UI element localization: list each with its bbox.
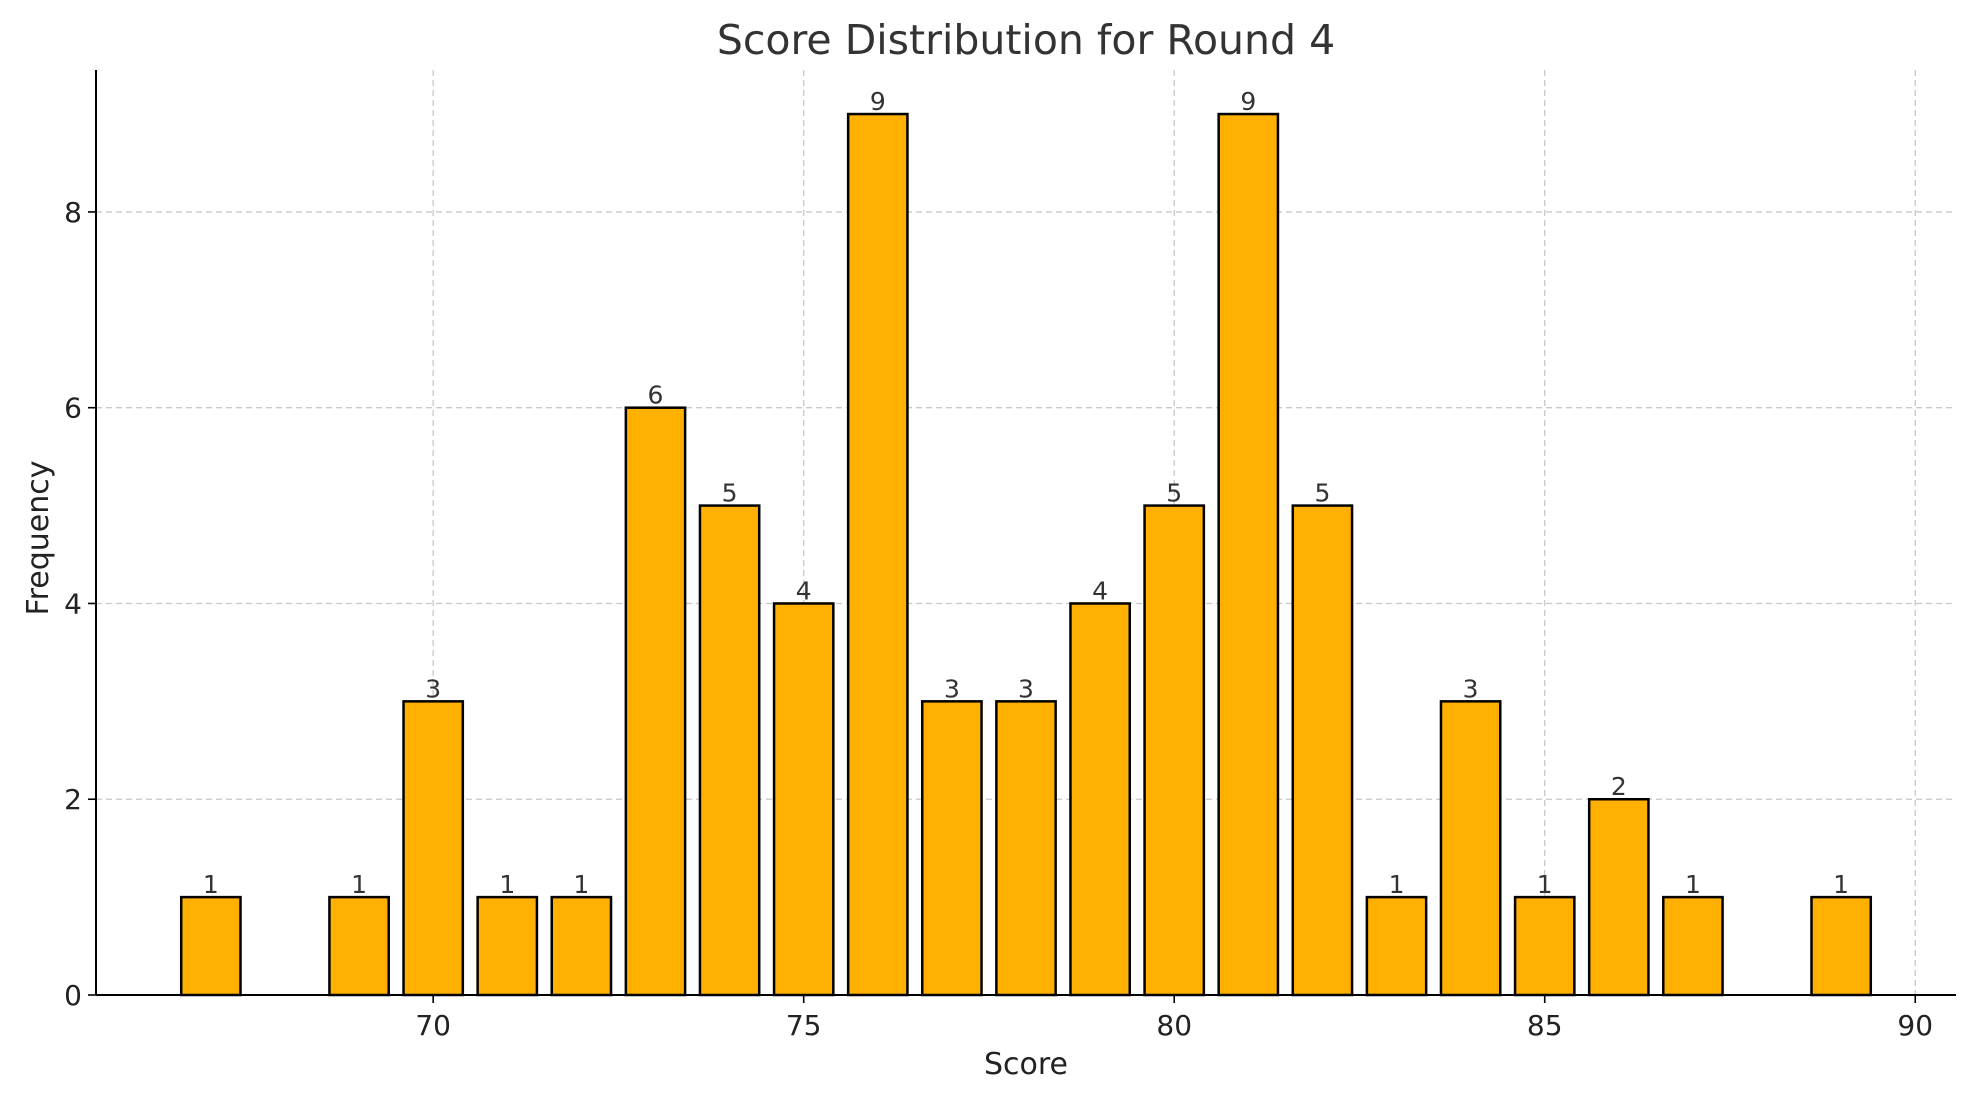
bar-value-label: 9 [1240, 87, 1256, 116]
bar-score-84 [1439, 700, 1502, 997]
bar-value-label: 1 [351, 870, 367, 899]
bar-score-83 [1365, 895, 1428, 997]
bar-value-label: 3 [1018, 674, 1034, 703]
bars-layer [179, 112, 1873, 997]
y-tick-label: 4 [64, 587, 82, 620]
bar-value-label: 5 [722, 479, 738, 508]
bar-score-79 [1069, 602, 1131, 997]
bar-score-71 [476, 895, 539, 997]
bar-score-69 [328, 895, 390, 997]
bar-score-80 [1143, 504, 1206, 997]
axes-layer: 70 75 80 85 90 0 2 4 6 8 [64, 70, 1956, 1042]
data-labels-layer: 1 1 3 1 1 6 5 4 9 3 3 4 5 9 5 1 3 1 2 1 1 [203, 87, 1849, 899]
bar-value-label: 9 [870, 87, 886, 116]
y-tick-label: 6 [64, 392, 82, 425]
y-tick-label: 0 [64, 979, 82, 1012]
bar-score-85 [1513, 895, 1576, 997]
bar-value-label: 2 [1611, 772, 1627, 801]
x-tick-label: 75 [786, 1009, 822, 1042]
y-tick-label: 8 [64, 196, 82, 229]
x-tick-label: 70 [415, 1009, 451, 1042]
bar-score-67 [179, 895, 242, 997]
bar-value-label: 1 [499, 870, 515, 899]
bar-value-label: 4 [1092, 576, 1108, 605]
bar-value-label: 5 [1314, 479, 1330, 508]
bar-score-76 [846, 112, 909, 997]
y-axis-label: Frequency [21, 461, 56, 616]
bar-score-86 [1587, 797, 1650, 997]
bar-value-label: 3 [1463, 674, 1479, 703]
bar-value-label: 1 [1833, 870, 1849, 899]
bar-score-89 [1810, 895, 1873, 997]
bar-value-label: 4 [796, 576, 812, 605]
x-tick-label: 80 [1156, 1009, 1192, 1042]
y-tick-label: 2 [64, 783, 82, 816]
bar-score-77 [921, 700, 983, 997]
bar-score-78 [995, 700, 1057, 997]
bar-score-74 [698, 504, 761, 997]
x-tick-label: 90 [1897, 1009, 1933, 1042]
bar-value-label: 5 [1166, 479, 1182, 508]
x-axis-label: Score [984, 1047, 1068, 1082]
bar-score-81 [1217, 112, 1280, 997]
bar-value-label: 1 [573, 870, 589, 899]
bar-value-label: 1 [1389, 870, 1405, 899]
bar-value-label: 1 [1537, 870, 1553, 899]
bar-value-label: 3 [944, 674, 960, 703]
bar-value-label: 3 [425, 674, 441, 703]
bar-value-label: 6 [648, 381, 664, 410]
bar-score-73 [624, 406, 687, 997]
bar-value-label: 1 [1685, 870, 1701, 899]
bar-score-82 [1291, 504, 1354, 997]
bar-score-87 [1662, 895, 1724, 997]
bar-score-75 [772, 602, 835, 997]
chart-title: Score Distribution for Round 4 [717, 16, 1335, 64]
bar-value-label: 1 [203, 870, 219, 899]
x-tick-label: 85 [1527, 1009, 1563, 1042]
bar-score-72 [550, 895, 613, 997]
bar-score-70 [402, 700, 465, 997]
